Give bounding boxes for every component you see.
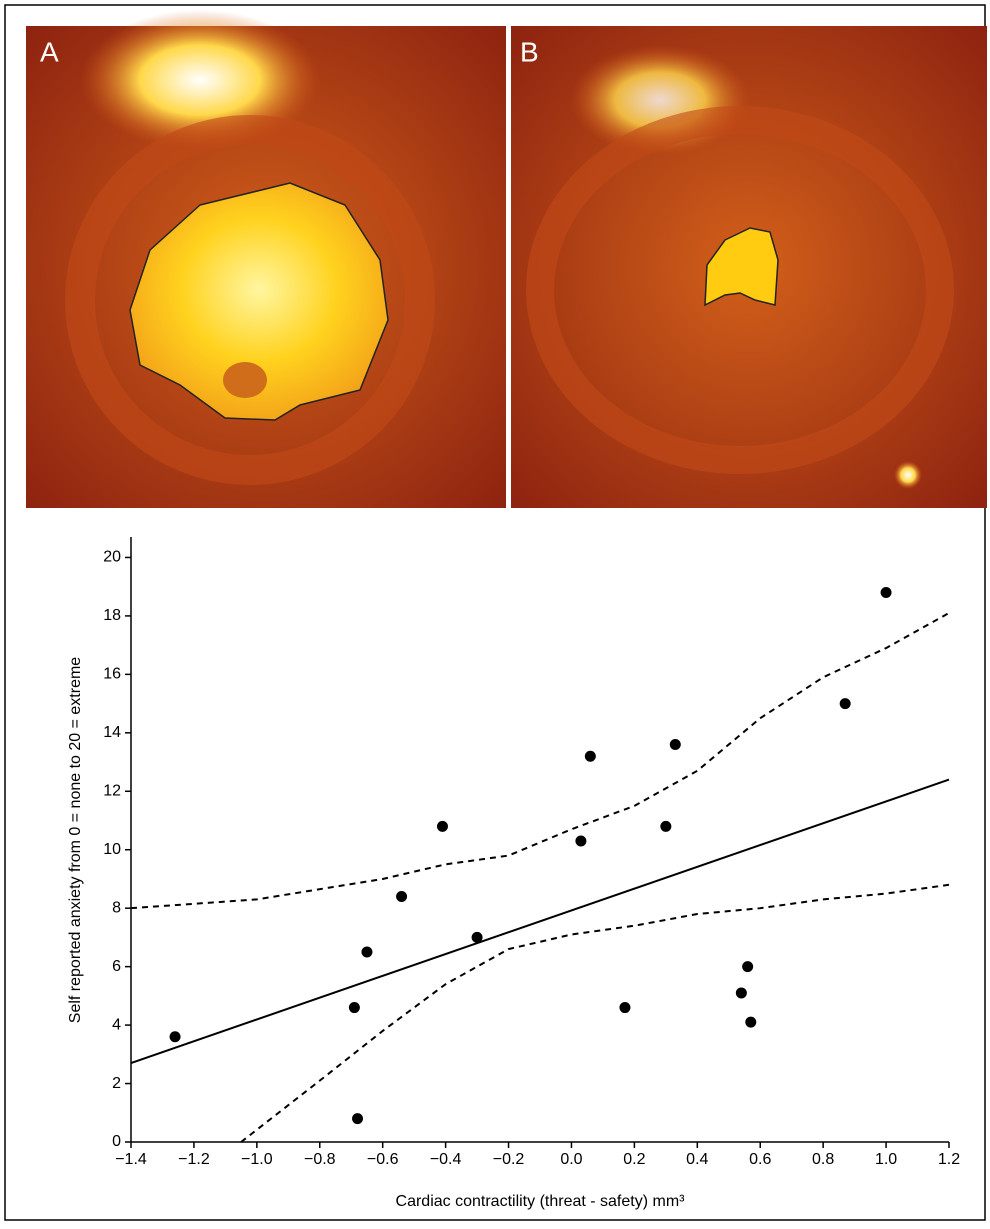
point: [669, 739, 681, 751]
x-tick-label: −0.8: [304, 1151, 336, 1168]
y-tick-label: 10: [103, 841, 121, 858]
x-tick-label: −0.2: [493, 1151, 525, 1168]
y-tick-label: 20: [103, 549, 121, 566]
frame: [4, 4, 986, 1221]
x-tick-label: −0.4: [430, 1151, 462, 1168]
y-tick-label: 16: [103, 666, 121, 683]
point: [361, 946, 373, 958]
x-tick-label: 0.8: [812, 1151, 834, 1168]
x-tick-label: 0.6: [749, 1151, 771, 1168]
x-tick-label: 1.2: [938, 1151, 960, 1168]
image-panel-b: B: [511, 26, 987, 508]
image-panel-a: A: [26, 10, 506, 508]
point: [436, 820, 448, 832]
y-tick-label: 14: [103, 724, 121, 741]
y-tick-label: 18: [103, 607, 121, 624]
x-axis-label: Cardiac contractility (threat - safety) …: [396, 1193, 686, 1210]
x-tick-label: −1.0: [241, 1151, 273, 1168]
point: [742, 961, 754, 973]
point: [471, 931, 483, 943]
x-tick-label: −1.2: [178, 1151, 210, 1168]
panel-label: A: [40, 36, 59, 67]
point: [348, 1002, 360, 1014]
point: [880, 587, 892, 599]
y-axis-label: Self reported anxiety from 0 = none to 2…: [67, 657, 84, 1024]
x-tick-label: −1.4: [115, 1151, 147, 1168]
y-tick-label: 4: [112, 1016, 121, 1033]
confidence-band: [240, 883, 950, 1143]
fit-line: [130, 778, 950, 1065]
y-tick-label: 12: [103, 782, 121, 799]
point: [839, 698, 851, 710]
x-tick-label: 0.0: [560, 1151, 582, 1168]
point: [169, 1031, 181, 1043]
point: [575, 835, 587, 847]
point: [745, 1016, 757, 1028]
point: [396, 890, 408, 902]
y-tick-label: 6: [112, 958, 121, 975]
point: [352, 1113, 364, 1125]
y-tick-label: 8: [112, 899, 121, 916]
confidence-band: [130, 612, 950, 910]
y-tick-label: 2: [112, 1075, 121, 1092]
point: [735, 987, 747, 999]
point: [619, 1002, 631, 1014]
point: [584, 750, 596, 762]
x-tick-label: −0.6: [367, 1151, 399, 1168]
panel-label: B: [520, 36, 539, 67]
y-tick-label: 0: [112, 1133, 121, 1150]
x-tick-label: 0.2: [623, 1151, 645, 1168]
point: [660, 820, 672, 832]
x-tick-label: 0.4: [686, 1151, 708, 1168]
x-tick-label: 1.0: [875, 1151, 897, 1168]
